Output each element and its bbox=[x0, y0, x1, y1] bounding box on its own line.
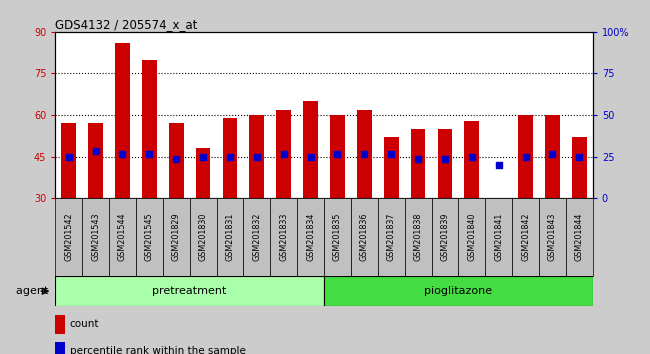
Point bbox=[413, 156, 423, 162]
Bar bbox=[55, 276, 324, 306]
Text: GSM201545: GSM201545 bbox=[145, 213, 154, 262]
Bar bbox=[270, 198, 297, 276]
Bar bbox=[405, 198, 432, 276]
Bar bbox=[250, 115, 264, 198]
Point bbox=[252, 154, 262, 160]
Point bbox=[467, 154, 477, 160]
Bar bbox=[411, 129, 426, 198]
Point bbox=[64, 154, 74, 160]
Bar bbox=[196, 148, 211, 198]
Point bbox=[144, 151, 155, 157]
Text: GSM201835: GSM201835 bbox=[333, 213, 342, 262]
Bar bbox=[115, 43, 130, 198]
Point bbox=[278, 151, 289, 157]
Point bbox=[547, 151, 558, 157]
Text: GSM201834: GSM201834 bbox=[306, 213, 315, 261]
Bar bbox=[378, 198, 405, 276]
Bar bbox=[518, 115, 533, 198]
Bar bbox=[572, 137, 587, 198]
Bar bbox=[169, 124, 183, 198]
Point bbox=[359, 151, 370, 157]
Point bbox=[332, 151, 343, 157]
Bar bbox=[357, 109, 372, 198]
Bar bbox=[190, 198, 216, 276]
Text: GSM201544: GSM201544 bbox=[118, 213, 127, 262]
Text: GDS4132 / 205574_x_at: GDS4132 / 205574_x_at bbox=[55, 18, 198, 31]
Bar bbox=[162, 198, 190, 276]
Text: GSM201837: GSM201837 bbox=[387, 213, 396, 262]
Bar bbox=[384, 137, 398, 198]
Bar bbox=[432, 198, 458, 276]
Text: GSM201832: GSM201832 bbox=[252, 213, 261, 262]
Bar bbox=[437, 129, 452, 198]
Bar bbox=[303, 101, 318, 198]
Text: GSM201836: GSM201836 bbox=[360, 213, 369, 261]
Bar bbox=[55, 342, 65, 354]
Bar bbox=[297, 198, 324, 276]
Point bbox=[440, 156, 450, 162]
Text: GSM201841: GSM201841 bbox=[494, 213, 503, 261]
Text: GSM201543: GSM201543 bbox=[91, 213, 100, 262]
Point bbox=[171, 156, 181, 162]
Text: percentile rank within the sample: percentile rank within the sample bbox=[70, 346, 246, 354]
Point bbox=[493, 162, 504, 168]
Bar bbox=[330, 115, 345, 198]
Point bbox=[521, 154, 531, 160]
Bar bbox=[539, 198, 566, 276]
Bar bbox=[216, 198, 243, 276]
Text: pretreatment: pretreatment bbox=[153, 286, 227, 296]
Bar bbox=[61, 124, 76, 198]
Bar bbox=[486, 198, 512, 276]
Point bbox=[225, 154, 235, 160]
Text: GSM201833: GSM201833 bbox=[280, 213, 288, 261]
Bar bbox=[142, 59, 157, 198]
Text: pioglitazone: pioglitazone bbox=[424, 286, 493, 296]
Bar bbox=[222, 118, 237, 198]
Text: GSM201844: GSM201844 bbox=[575, 213, 584, 261]
Point bbox=[574, 154, 584, 160]
Bar bbox=[243, 198, 270, 276]
Bar bbox=[136, 198, 162, 276]
Text: GSM201831: GSM201831 bbox=[226, 213, 235, 261]
Point bbox=[117, 151, 127, 157]
Bar bbox=[55, 198, 82, 276]
Text: GSM201838: GSM201838 bbox=[413, 213, 423, 261]
Text: GSM201840: GSM201840 bbox=[467, 213, 476, 261]
Point bbox=[198, 154, 208, 160]
Bar bbox=[324, 198, 351, 276]
Text: GSM201839: GSM201839 bbox=[441, 213, 449, 262]
Point bbox=[90, 148, 101, 154]
Bar bbox=[88, 124, 103, 198]
Bar bbox=[109, 198, 136, 276]
Text: count: count bbox=[70, 319, 99, 329]
Bar bbox=[566, 198, 593, 276]
Bar bbox=[512, 198, 539, 276]
Bar bbox=[324, 276, 593, 306]
Bar bbox=[458, 198, 486, 276]
Bar bbox=[351, 198, 378, 276]
Text: GSM201830: GSM201830 bbox=[199, 213, 207, 261]
Bar bbox=[465, 121, 479, 198]
Point bbox=[306, 154, 316, 160]
Text: agent: agent bbox=[16, 286, 52, 296]
Point bbox=[386, 151, 396, 157]
Bar bbox=[55, 315, 65, 333]
Text: GSM201842: GSM201842 bbox=[521, 213, 530, 262]
Text: GSM201829: GSM201829 bbox=[172, 213, 181, 262]
Bar bbox=[545, 115, 560, 198]
Text: GSM201843: GSM201843 bbox=[548, 213, 557, 261]
Bar bbox=[82, 198, 109, 276]
Text: GSM201542: GSM201542 bbox=[64, 213, 73, 262]
Bar bbox=[276, 109, 291, 198]
